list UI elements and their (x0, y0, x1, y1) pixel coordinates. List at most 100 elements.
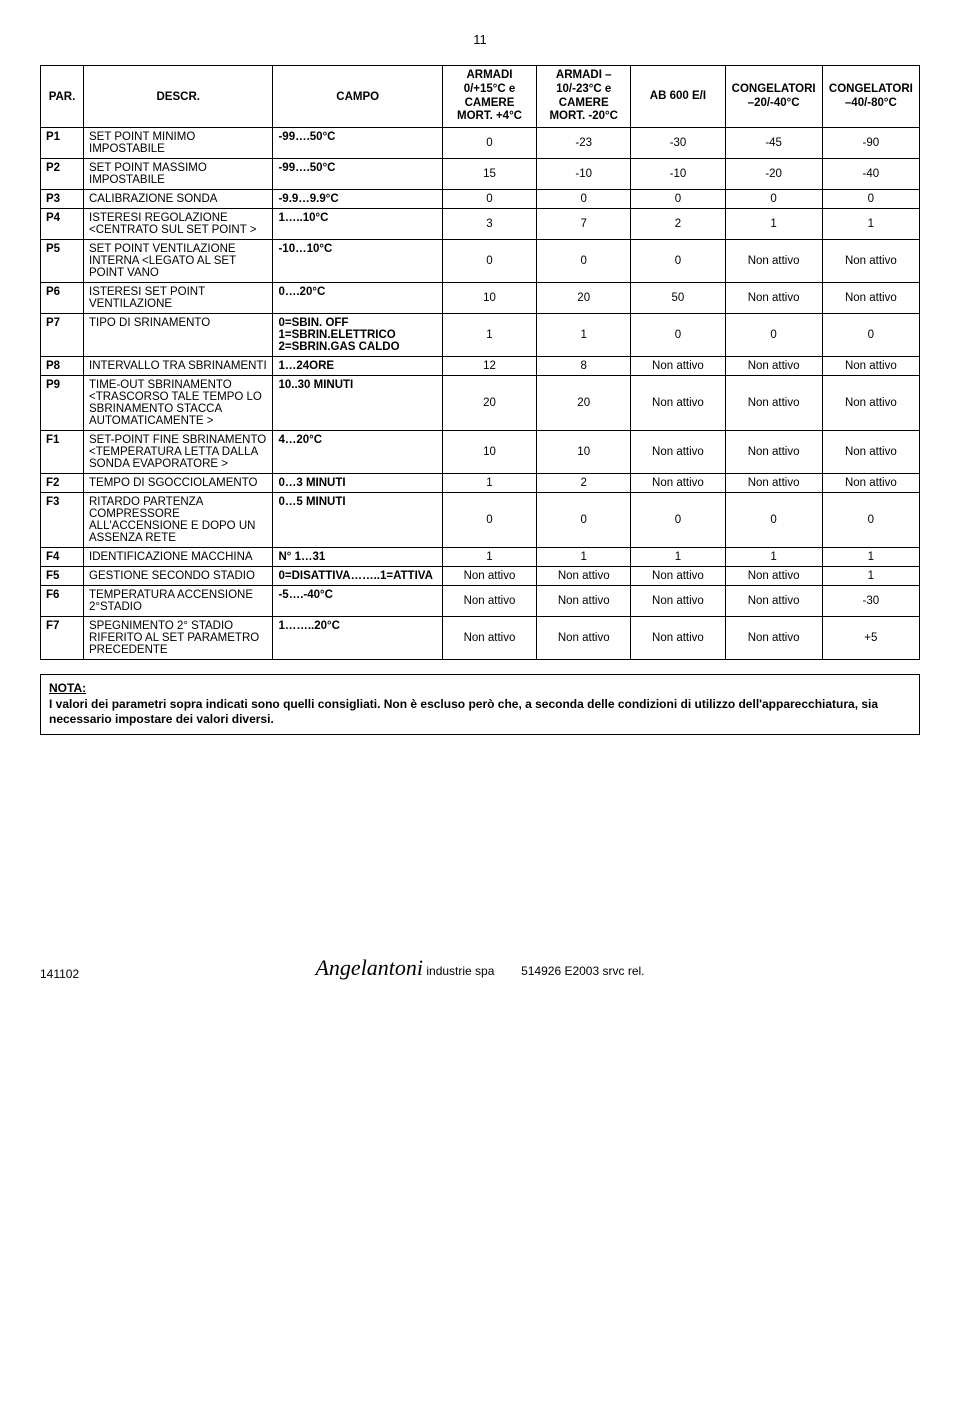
cell-value: Non attivo (822, 283, 919, 314)
cell-value: Non attivo (442, 586, 536, 617)
cell-value: Non attivo (442, 567, 536, 586)
cell-value: 0 (442, 128, 536, 159)
cell-value: 1 (822, 567, 919, 586)
cell-campo: 0=SBIN. OFF 1=SBRIN.ELETTRICO 2=SBRIN.GA… (273, 314, 442, 357)
cell-campo: 1…..10°C (273, 209, 442, 240)
cell-par: P9 (41, 376, 84, 431)
cell-campo: 1……..20°C (273, 617, 442, 660)
cell-value: 10 (442, 431, 536, 474)
cell-campo: 0…5 MINUTI (273, 493, 442, 548)
cell-value: 1 (537, 314, 631, 357)
cell-desc: SET POINT MINIMO IMPOSTABILE (84, 128, 273, 159)
cell-value: Non attivo (822, 431, 919, 474)
cell-value: Non attivo (631, 567, 725, 586)
cell-value: 1 (725, 548, 822, 567)
cell-desc: SPEGNIMENTO 2° STADIO RIFERITO AL SET PA… (84, 617, 273, 660)
cell-value: 0 (537, 190, 631, 209)
cell-value: 1 (537, 548, 631, 567)
cell-value: 1 (725, 209, 822, 240)
table-row: P2SET POINT MASSIMO IMPOSTABILE-99….50°C… (41, 159, 920, 190)
table-body: P1SET POINT MINIMO IMPOSTABILE-99….50°C0… (41, 128, 920, 660)
cell-value: 20 (442, 376, 536, 431)
cell-value: 10 (442, 283, 536, 314)
cell-value: 15 (442, 159, 536, 190)
cell-value: -10 (631, 159, 725, 190)
header-congelatori-1: CONGELATORI –20/-40°C (725, 66, 822, 128)
cell-value: 2 (631, 209, 725, 240)
cell-value: Non attivo (631, 357, 725, 376)
header-descr: DESCR. (84, 66, 273, 128)
cell-par: P2 (41, 159, 84, 190)
cell-value: -30 (631, 128, 725, 159)
cell-value: 1 (822, 209, 919, 240)
cell-value: -90 (822, 128, 919, 159)
cell-campo: -5….-40°C (273, 586, 442, 617)
cell-campo: 0=DISATTIVA……..1=ATTIVA (273, 567, 442, 586)
cell-value: 0 (631, 314, 725, 357)
cell-value: Non attivo (442, 617, 536, 660)
cell-campo: 0….20°C (273, 283, 442, 314)
parameters-table: PAR. DESCR. CAMPO ARMADI 0/+15°C e CAMER… (40, 65, 920, 660)
cell-value: Non attivo (537, 567, 631, 586)
cell-value: -45 (725, 128, 822, 159)
cell-value: 2 (537, 474, 631, 493)
cell-value: Non attivo (631, 431, 725, 474)
cell-desc: TIPO DI SRINAMENTO (84, 314, 273, 357)
cell-campo: -10…10°C (273, 240, 442, 283)
note-box: NOTA: I valori dei parametri sopra indic… (40, 674, 920, 735)
cell-par: P5 (41, 240, 84, 283)
cell-value: 0 (725, 493, 822, 548)
cell-par: F1 (41, 431, 84, 474)
header-armadi-2: ARMADI –10/-23°C e CAMERE MORT. -20°C (537, 66, 631, 128)
cell-desc: TEMPO DI SGOCCIOLAMENTO (84, 474, 273, 493)
cell-desc: CALIBRAZIONE SONDA (84, 190, 273, 209)
table-row: F7SPEGNIMENTO 2° STADIO RIFERITO AL SET … (41, 617, 920, 660)
cell-desc: SET POINT VENTILAZIONE INTERNA <LEGATO A… (84, 240, 273, 283)
cell-campo: -99….50°C (273, 159, 442, 190)
cell-value: Non attivo (725, 376, 822, 431)
cell-par: P8 (41, 357, 84, 376)
cell-value: Non attivo (822, 240, 919, 283)
cell-value: Non attivo (725, 586, 822, 617)
footer-right: 514926 E2003 srvc rel. (521, 964, 644, 978)
cell-value: 0 (631, 190, 725, 209)
footer-brand-line: Angelantoni industrie spa 514926 E2003 s… (160, 955, 800, 981)
table-row: F3RITARDO PARTENZA COMPRESSORE ALL'ACCEN… (41, 493, 920, 548)
table-row: P1SET POINT MINIMO IMPOSTABILE-99….50°C0… (41, 128, 920, 159)
cell-desc: IDENTIFICAZIONE MACCHINA (84, 548, 273, 567)
cell-par: P4 (41, 209, 84, 240)
cell-value: 50 (631, 283, 725, 314)
cell-value: 0 (822, 493, 919, 548)
cell-value: 12 (442, 357, 536, 376)
cell-desc: ISTERESI SET POINT VENTILAZIONE (84, 283, 273, 314)
cell-value: Non attivo (725, 240, 822, 283)
footer-left: 141102 (40, 967, 160, 981)
cell-value: Non attivo (822, 474, 919, 493)
table-row: F5GESTIONE SECONDO STADIO0=DISATTIVA……..… (41, 567, 920, 586)
cell-value: -23 (537, 128, 631, 159)
cell-value: 20 (537, 283, 631, 314)
cell-value: 0 (631, 493, 725, 548)
cell-value: 1 (631, 548, 725, 567)
cell-value: 0 (725, 190, 822, 209)
table-row: P7TIPO DI SRINAMENTO0=SBIN. OFF 1=SBRIN.… (41, 314, 920, 357)
cell-desc: GESTIONE SECONDO STADIO (84, 567, 273, 586)
cell-value: 7 (537, 209, 631, 240)
cell-desc: TEMPERATURA ACCENSIONE 2°STADIO (84, 586, 273, 617)
cell-value: -30 (822, 586, 919, 617)
cell-value: 0 (725, 314, 822, 357)
note-label: NOTA: (49, 681, 86, 695)
footer-brand-suffix: industrie spa (423, 964, 494, 978)
cell-par: F3 (41, 493, 84, 548)
cell-value: 0 (537, 493, 631, 548)
cell-value: Non attivo (725, 474, 822, 493)
cell-value: 1 (442, 548, 536, 567)
cell-value: Non attivo (537, 617, 631, 660)
cell-campo: 4…20°C (273, 431, 442, 474)
cell-par: F2 (41, 474, 84, 493)
cell-value: -40 (822, 159, 919, 190)
cell-value: -10 (537, 159, 631, 190)
cell-par: P1 (41, 128, 84, 159)
cell-value: 8 (537, 357, 631, 376)
cell-campo: -99….50°C (273, 128, 442, 159)
